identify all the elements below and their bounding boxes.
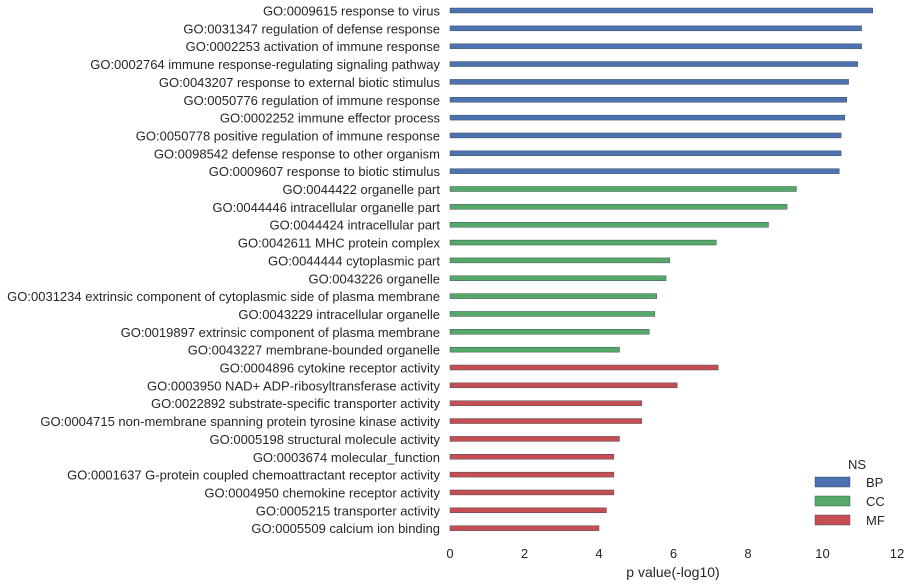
bar-bp [449,25,862,32]
category-label: GO:0019897 extrinsic component of plasma… [121,325,440,340]
category-label: GO:0044422 organelle part [282,182,440,197]
category-label: GO:0043227 membrane-bounded organelle [188,343,440,358]
bar-bp [449,79,849,85]
bar-mf [449,454,615,460]
legend-swatch-bp [814,476,851,488]
category-label: GO:0005198 structural molecule activity [210,432,441,447]
x-tick-label: 12 [890,546,904,561]
x-tick-label: 10 [815,546,829,561]
bar-bp [449,150,842,157]
bar-cc [449,293,657,299]
x-tick-label: 2 [521,546,528,561]
category-label: GO:0004715 non-membrane spanning protein… [40,414,440,429]
category-label: GO:0001637 G-protein coupled chemoattrac… [67,468,440,483]
category-label: GO:0004896 cytokine receptor activity [220,361,441,376]
category-label: GO:0050778 positive regulation of immune… [136,128,440,143]
category-label: GO:0002253 activation of immune response [186,39,440,54]
bar-bp [449,43,862,49]
category-label: GO:0044446 intracellular organelle part [212,200,440,215]
bar-mf [449,525,600,531]
x-axis-ticks: 0 2 4 6 8 10 12 [446,546,904,561]
category-label: GO:0003950 NAD+ ADP-ribosyltransferase a… [147,378,440,393]
category-label: GO:0002764 immune response-regulating si… [90,57,440,72]
bar-cc [449,311,656,317]
bar-cc [449,221,769,228]
bar-mf [449,436,620,442]
category-label: GO:0022892 substrate-specific transporte… [151,396,441,411]
bar-bp [449,97,847,103]
category-label: GO:0031347 regulation of defense respons… [183,21,440,36]
x-tick-label: 8 [744,546,751,561]
bar-mf [449,471,615,478]
x-tick-label: 4 [595,546,602,561]
category-label: GO:0098542 defense response to other org… [154,146,440,161]
x-tick-label: 0 [446,546,453,561]
bar-mf [449,382,678,389]
category-label: GO:0002252 immune effector process [220,111,441,126]
category-label: GO:0009607 response to biotic stimulus [209,164,441,179]
bar-cc [449,329,650,335]
category-label: GO:0043226 organelle [308,271,440,286]
bar-mf [449,507,607,513]
category-label: GO:0042611 MHC protein complex [238,236,441,251]
category-label: GO:0043229 intracellular organelle [238,307,440,322]
legend-label-mf: MF [866,513,885,528]
legend-label-bp: BP [866,475,883,490]
x-axis-label: p value(-log10) [626,564,719,580]
category-label: GO:0050776 regulation of immune response [183,93,440,108]
category-labels: GO:0009615 response to virus GO:0031347 r… [7,4,440,537]
category-label: GO:0044424 intracellular part [269,218,440,233]
bar-bp [449,114,846,121]
category-label: GO:0043207 response to external biotic s… [159,75,441,90]
legend-title: NS [848,457,866,472]
bar-cc [449,204,788,210]
category-label: GO:0004950 chemokine receptor activity [204,485,440,500]
bar-bp [449,168,840,174]
bar-mf [449,418,643,424]
bar-cc [449,186,797,192]
bar-bp [449,7,873,14]
category-label: GO:0031234 extrinsic component of cytopl… [7,289,440,304]
category-label: GO:0005215 transporter activity [256,503,441,518]
bar-mf [449,364,719,371]
bar-mf [449,489,615,496]
legend-swatch-cc [814,495,851,507]
bars-group [449,7,873,531]
bar-cc [449,346,620,353]
category-label: GO:0003674 molecular_function [253,450,440,465]
bar-bp [449,132,842,139]
bar-cc [449,239,717,246]
legend: NS BP CC MF [814,457,885,528]
bar-mf [449,400,643,406]
category-label: GO:0044444 cytoplasmic part [268,253,440,268]
bar-bp [449,61,859,67]
x-tick-label: 6 [670,546,677,561]
bar-cc [449,257,670,264]
category-label: GO:0009615 response to virus [263,4,441,19]
bar-cc [449,275,667,281]
legend-label-cc: CC [866,494,885,509]
category-label: GO:0005509 calcium ion binding [251,521,440,536]
legend-swatch-mf [814,514,851,526]
